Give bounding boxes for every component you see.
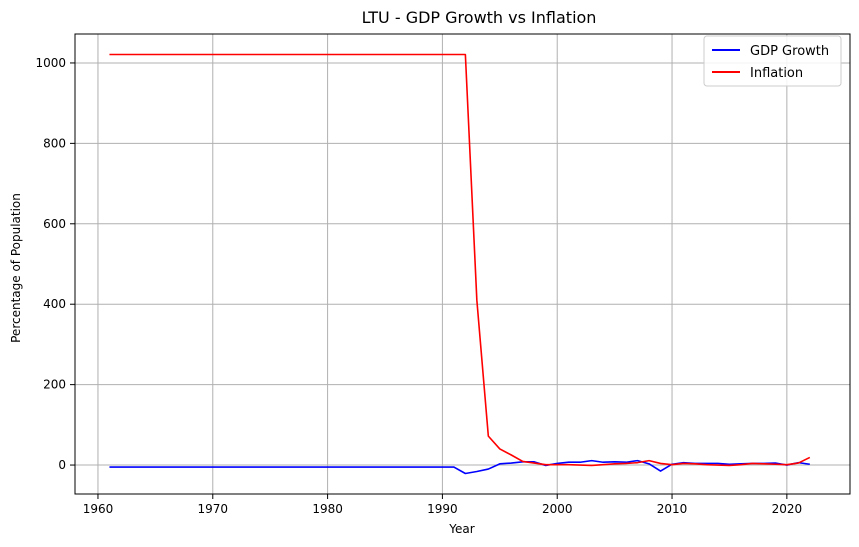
- series-lines: [109, 53, 811, 475]
- y-tick-label: 800: [43, 136, 66, 150]
- y-tick-label: 400: [43, 297, 66, 311]
- y-tick-label: 200: [43, 378, 66, 392]
- series-line-inflation: [109, 53, 811, 467]
- legend-label-gdp-growth: GDP Growth: [750, 44, 829, 59]
- x-axis-label: Year: [448, 522, 474, 536]
- x-tick-label: 1960: [83, 502, 114, 516]
- legend-box: [703, 35, 842, 87]
- y-tick-label: 0: [58, 458, 66, 472]
- axis-ticks: 1960 1970 1980 1990 2000 2010 2020 0 200 400 600 80…: [35, 56, 802, 516]
- x-tick-label: 1990: [427, 502, 458, 516]
- legend: GDP Growth Inflation: [703, 35, 842, 87]
- legend-label-inflation: Inflation: [750, 66, 803, 81]
- series-line-gdp-growth: [109, 459, 810, 475]
- x-tick-label: 1970: [198, 502, 229, 516]
- y-axis-label: Percentage of Population: [9, 193, 23, 343]
- x-tick-label: 2010: [657, 502, 688, 516]
- x-tick-label: 2020: [772, 502, 803, 516]
- y-tick-label: 600: [43, 217, 66, 231]
- grid-lines: [75, 34, 850, 494]
- plot-frame: [74, 33, 851, 495]
- x-tick-label: 2000: [542, 502, 573, 516]
- x-tick-label: 1980: [312, 502, 343, 516]
- chart-title: LTU - GDP Growth vs Inflation: [362, 8, 597, 27]
- y-tick-label: 1000: [35, 56, 66, 70]
